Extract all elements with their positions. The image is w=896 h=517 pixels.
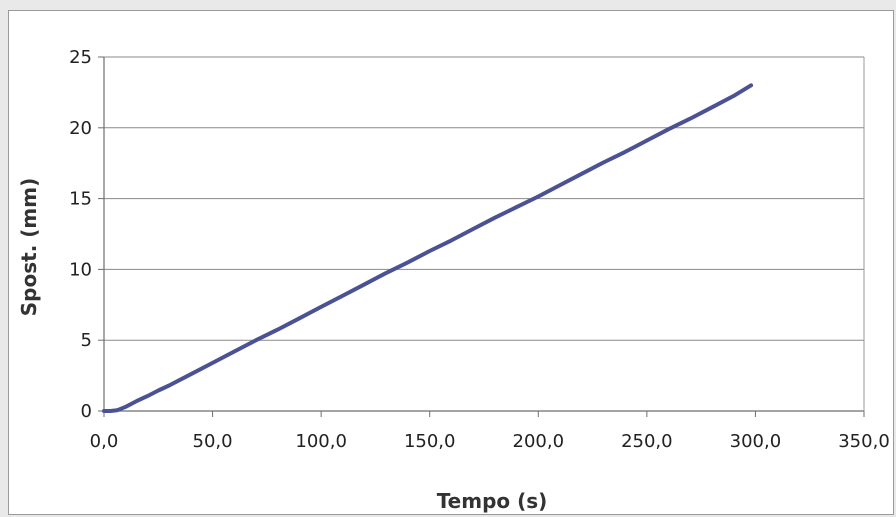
y-tick-label: 5: [81, 330, 92, 351]
x-tick-label: 50,0: [193, 431, 233, 452]
x-axis-title: Tempo (s): [437, 489, 548, 513]
axes: [98, 56, 865, 417]
series-layer: [102, 83, 754, 413]
x-tick-label: 150,0: [404, 431, 456, 452]
y-tick-label: 15: [69, 189, 92, 210]
y-tick-label: 0: [81, 401, 92, 422]
y-axis-title: Spost. (mm): [17, 178, 41, 316]
y-tick-label: 10: [69, 259, 92, 280]
x-tick-label: 100,0: [295, 431, 347, 452]
chart-frame: 0 5 10 15 20 25 0,0 50,0 100,0 150,0 200,0 250,0 300…: [8, 10, 894, 515]
series-line: [102, 83, 754, 413]
x-tick-label: 350,0: [838, 431, 890, 452]
x-tick-label: 0,0: [90, 431, 119, 452]
x-tick-label: 300,0: [730, 431, 782, 452]
grid-lines: [104, 56, 864, 341]
x-tick-label: 250,0: [621, 431, 673, 452]
x-tick-label: 200,0: [513, 431, 565, 452]
y-tick-label: 25: [69, 47, 92, 68]
y-tick-label: 20: [69, 118, 92, 139]
